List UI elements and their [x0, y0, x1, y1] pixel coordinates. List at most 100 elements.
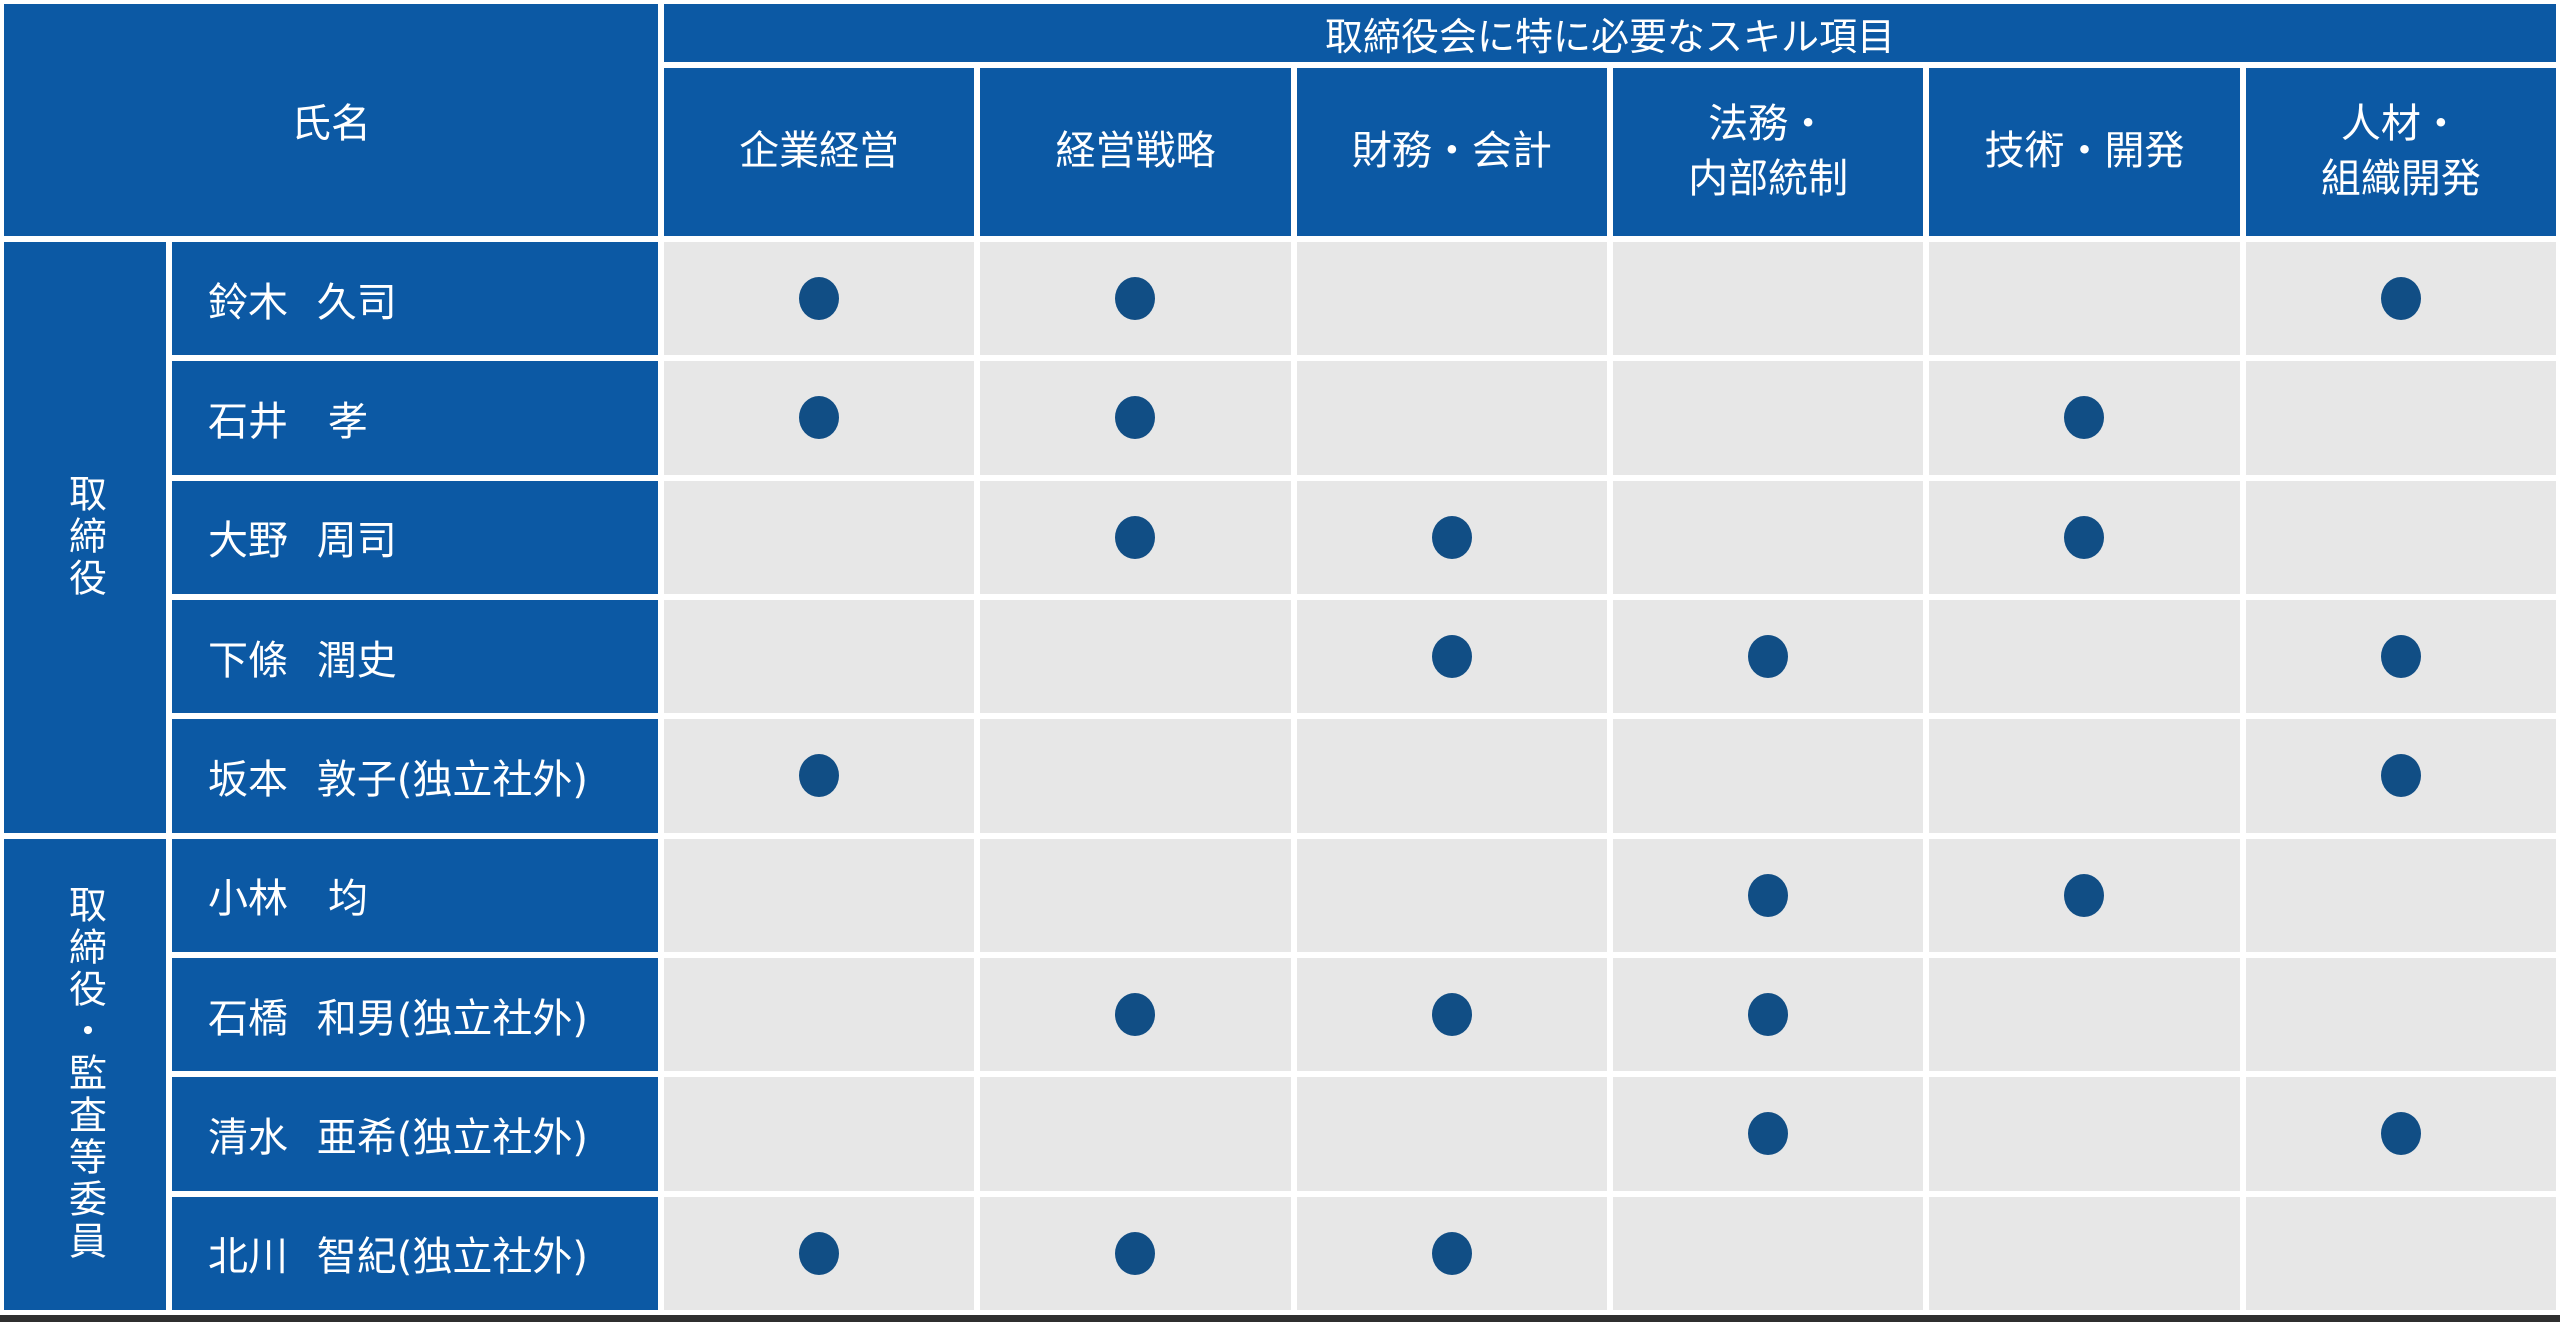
- skill-cell-r3-c3: [1296, 480, 1607, 594]
- skill-cell-r9-c3: [1296, 1196, 1607, 1310]
- member-name: 下條 潤史: [172, 600, 658, 714]
- member-name: 大野 周司: [172, 480, 658, 594]
- skill-dot: [2380, 277, 2421, 321]
- skill-dot: [2064, 873, 2105, 917]
- skill-column-header-4: 法務・ 内部統制: [1613, 68, 1924, 236]
- skill-cell-r2-c4: [1613, 361, 1924, 475]
- skill-cell-r7-c1: [664, 958, 975, 1072]
- skill-cell-r5-c3: [1296, 719, 1607, 833]
- skill-cell-r6-c6: [2245, 838, 2556, 952]
- name-column-header: 氏名: [4, 4, 658, 236]
- skill-dot: [2064, 396, 2105, 440]
- skill-dot: [1431, 515, 1472, 559]
- group-label-2: 取締役・監査等委員: [4, 838, 166, 1310]
- group-label-1: 取締役: [4, 242, 166, 833]
- skill-cell-r7-c2: [980, 958, 1291, 1072]
- skills-title: 取締役会に特に必要なスキル項目: [664, 4, 2556, 62]
- skill-cell-r7-c4: [1613, 958, 1924, 1072]
- skill-cell-r8-c4: [1613, 1077, 1924, 1191]
- skill-cell-r8-c3: [1296, 1077, 1607, 1191]
- skill-dot: [1431, 635, 1472, 679]
- skill-cell-r4-c5: [1929, 600, 2240, 714]
- skill-cell-r2-c5: [1929, 361, 2240, 475]
- skill-cell-r3-c6: [2245, 480, 2556, 594]
- skill-dot: [799, 754, 840, 798]
- skill-cell-r9-c2: [980, 1196, 1291, 1310]
- skill-dot: [2380, 1112, 2421, 1156]
- skill-cell-r2-c6: [2245, 361, 2556, 475]
- skill-cell-r1-c2: [980, 242, 1291, 356]
- skill-cell-r8-c5: [1929, 1077, 2240, 1191]
- skill-dot: [1431, 1231, 1472, 1275]
- skill-cell-r1-c6: [2245, 242, 2556, 356]
- skill-cell-r4-c6: [2245, 600, 2556, 714]
- member-name: 清水 亜希(独立社外): [172, 1077, 658, 1191]
- skill-cell-r5-c6: [2245, 719, 2556, 833]
- skill-dot: [799, 396, 840, 440]
- skill-cell-r3-c5: [1929, 480, 2240, 594]
- skill-cell-r3-c1: [664, 480, 975, 594]
- skill-cell-r2-c2: [980, 361, 1291, 475]
- skill-cell-r6-c4: [1613, 838, 1924, 952]
- member-name: 石井 孝: [172, 361, 658, 475]
- skill-cell-r1-c1: [664, 242, 975, 356]
- skill-dot: [799, 1231, 840, 1275]
- skill-cell-r6-c3: [1296, 838, 1607, 952]
- skill-cell-r3-c2: [980, 480, 1291, 594]
- skill-cell-r8-c1: [664, 1077, 975, 1191]
- skill-cell-r4-c3: [1296, 600, 1607, 714]
- skill-dot: [1748, 873, 1789, 917]
- skill-dot: [1431, 993, 1472, 1037]
- skill-dot: [1748, 993, 1789, 1037]
- skill-column-header-5: 技術・開発: [1929, 68, 2240, 236]
- skill-cell-r9-c4: [1613, 1196, 1924, 1310]
- skill-cell-r8-c2: [980, 1077, 1291, 1191]
- skill-cell-r5-c5: [1929, 719, 2240, 833]
- skill-dot: [1115, 515, 1156, 559]
- skill-cell-r9-c5: [1929, 1196, 2240, 1310]
- skill-dot: [1748, 1112, 1789, 1156]
- skill-cell-r1-c3: [1296, 242, 1607, 356]
- skill-cell-r9-c6: [2245, 1196, 2556, 1310]
- skill-cell-r4-c4: [1613, 600, 1924, 714]
- member-name: 坂本 敦子(独立社外): [172, 719, 658, 833]
- skill-dot: [2380, 635, 2421, 679]
- skill-cell-r1-c4: [1613, 242, 1924, 356]
- skill-cell-r6-c5: [1929, 838, 2240, 952]
- skill-cell-r5-c4: [1613, 719, 1924, 833]
- skill-dot: [799, 277, 840, 321]
- skill-cell-r6-c1: [664, 838, 975, 952]
- skill-column-header-1: 企業経営: [664, 68, 975, 236]
- skill-dot: [1115, 277, 1156, 321]
- skill-cell-r3-c4: [1613, 480, 1924, 594]
- skill-column-header-3: 財務・会計: [1296, 68, 1607, 236]
- skill-dot: [2064, 515, 2105, 559]
- skill-dot: [1115, 396, 1156, 440]
- skill-column-header-6: 人材・ 組織開発: [2245, 68, 2556, 236]
- skill-cell-r9-c1: [664, 1196, 975, 1310]
- skill-dot: [1115, 1231, 1156, 1275]
- skill-cell-r2-c3: [1296, 361, 1607, 475]
- skill-dot: [2380, 754, 2421, 798]
- skill-dot: [1748, 635, 1789, 679]
- skill-cell-r4-c1: [664, 600, 975, 714]
- skill-cell-r8-c6: [2245, 1077, 2556, 1191]
- skill-cell-r2-c1: [664, 361, 975, 475]
- skill-cell-r5-c2: [980, 719, 1291, 833]
- skill-cell-r4-c2: [980, 600, 1291, 714]
- member-name: 石橋 和男(独立社外): [172, 958, 658, 1072]
- skill-cell-r7-c3: [1296, 958, 1607, 1072]
- skill-cell-r5-c1: [664, 719, 975, 833]
- member-name: 北川 智紀(独立社外): [172, 1196, 658, 1310]
- member-name: 小林 均: [172, 838, 658, 952]
- skill-cell-r1-c5: [1929, 242, 2240, 356]
- skill-cell-r6-c2: [980, 838, 1291, 952]
- skill-cell-r7-c6: [2245, 958, 2556, 1072]
- member-name: 鈴木 久司: [172, 242, 658, 356]
- skill-column-header-2: 経営戦略: [980, 68, 1291, 236]
- skill-dot: [1115, 993, 1156, 1037]
- skill-cell-r7-c5: [1929, 958, 2240, 1072]
- table-bottom-edge: [0, 1315, 2560, 1322]
